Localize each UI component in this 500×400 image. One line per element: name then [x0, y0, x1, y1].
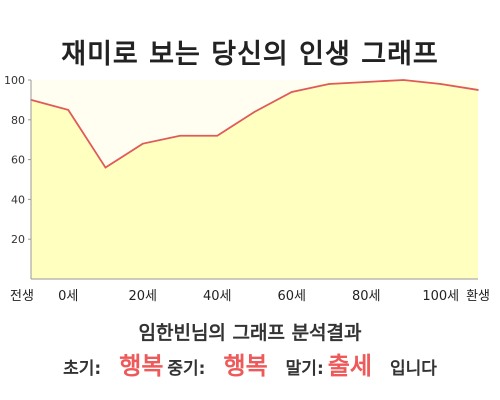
data-point-12	[477, 89, 479, 91]
y-tick-label-40: 40	[11, 193, 25, 206]
result-summary: 초기: 행복 중기: 행복 말기: 출세 입니다	[0, 346, 500, 381]
data-point-4	[179, 134, 181, 137]
x-tick-label-3: 20세	[128, 289, 157, 304]
data-point-10	[402, 79, 405, 81]
x-tick-label-0: 전생	[10, 289, 34, 304]
data-point-11	[439, 83, 442, 85]
data-point-8	[328, 83, 330, 85]
mid-value: 행복	[223, 352, 268, 380]
data-point-3	[141, 142, 144, 145]
data-point-5	[216, 134, 219, 137]
early-value: 행복	[119, 352, 164, 380]
x-tick-label-5: 40세	[203, 289, 232, 304]
mid-label: 중기:	[167, 359, 206, 379]
x-tick-label-1: 0세	[58, 289, 78, 304]
x-tick-label-7: 60세	[277, 289, 306, 304]
y-tick-label-100: 100	[4, 74, 25, 87]
x-tick-label-11: 100세	[422, 289, 459, 304]
y-tick-label-80: 80	[11, 114, 25, 127]
data-point-6	[253, 111, 256, 113]
early-label: 초기:	[63, 359, 102, 379]
life-graph-chart: 20 40 60 80 100 전생 0세 20세 40세 60세 80세 100세 환생	[4, 74, 490, 304]
late-value: 출세	[327, 352, 372, 380]
x-tick-label-12: 환생	[466, 289, 490, 304]
result-title: 임한빈님의 그래프 분석결과	[138, 322, 362, 344]
ending-text: 입니다	[389, 359, 437, 379]
chart-title: 재미로 보는 당신의 인생 그래프	[61, 39, 439, 70]
data-point-1	[67, 109, 70, 111]
late-label: 말기:	[285, 359, 324, 379]
y-tick-label-20: 20	[11, 233, 25, 246]
data-point-2	[104, 166, 107, 169]
x-tick-label-9: 80세	[352, 289, 381, 304]
y-tick-label-60: 60	[11, 154, 25, 167]
data-point-9	[365, 81, 368, 83]
area-fill	[31, 80, 478, 279]
data-point-7	[290, 91, 293, 93]
